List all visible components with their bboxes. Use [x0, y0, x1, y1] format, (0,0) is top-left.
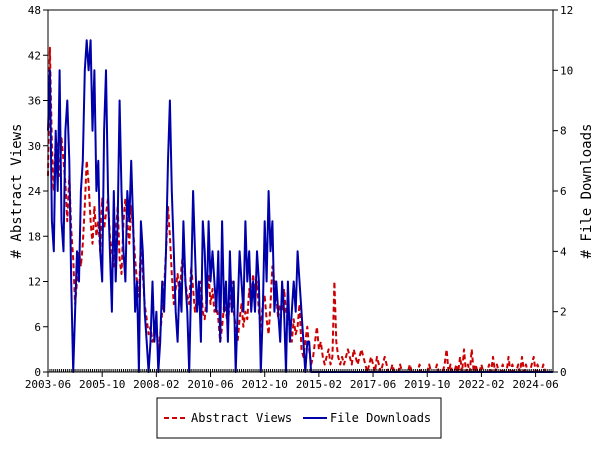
y-right-tick-label: 0: [560, 366, 567, 379]
x-tick-label: 2005-10: [79, 378, 125, 391]
x-axis: 2003-06 2005-10 2008-02 2010-06 2012-10 2015-…: [25, 372, 559, 391]
y-axis-left: 0 6 12 18 24 30 36 42 48: [28, 4, 48, 379]
y-left-tick-label: 48: [28, 4, 41, 17]
y-axis-right: 0 2 4 6 8 10 12: [553, 4, 573, 379]
x-tick-label: 2017-06: [350, 378, 396, 391]
y-right-tick-label: 8: [560, 125, 567, 138]
y-left-tick-label: 36: [28, 95, 41, 108]
y-axis-left-title: # Abstract Views: [9, 124, 25, 259]
legend-box: [156, 397, 442, 439]
y-left-tick-label: 24: [28, 185, 42, 198]
y-axis-right-title: # File Downloads: [579, 124, 595, 259]
y-left-tick-label: 12: [28, 276, 41, 289]
y-left-tick-label: 18: [28, 230, 41, 243]
minor-ticks: [47, 369, 554, 372]
y-right-tick-label: 12: [560, 4, 573, 17]
x-tick-label: 2022-02: [458, 378, 504, 391]
x-tick-label: 2008-02: [133, 378, 179, 391]
x-tick-label: 2010-06: [187, 378, 233, 391]
legend-label-file-downloads: File Downloads: [330, 411, 431, 425]
y-right-tick-label: 10: [560, 64, 573, 77]
x-tick-label: 2019-10: [404, 378, 450, 391]
legend: Abstract Views File Downloads: [156, 397, 442, 439]
x-tick-label: 2015-02: [296, 378, 342, 391]
x-tick-label: 2003-06: [25, 378, 71, 391]
y-left-tick-label: 0: [34, 366, 41, 379]
y-right-tick-label: 6: [560, 185, 567, 198]
x-tick-label: 2012-10: [242, 378, 288, 391]
y-right-tick-label: 2: [560, 306, 567, 319]
legend-label-abstract-views: Abstract Views: [191, 411, 292, 425]
y-left-tick-label: 42: [28, 49, 41, 62]
y-right-tick-label: 4: [560, 245, 567, 258]
y-left-tick-label: 30: [28, 140, 41, 153]
y-left-tick-label: 6: [34, 321, 41, 334]
x-tick-label: 2024-06: [512, 378, 558, 391]
